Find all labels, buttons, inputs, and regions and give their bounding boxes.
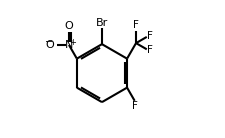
Text: F: F xyxy=(147,31,153,42)
Text: F: F xyxy=(133,20,138,30)
Text: Br: Br xyxy=(95,18,108,28)
Text: O: O xyxy=(64,21,73,31)
Text: N: N xyxy=(64,40,73,50)
Text: F: F xyxy=(147,45,153,55)
Text: +: + xyxy=(69,38,76,47)
Text: F: F xyxy=(131,101,137,111)
Text: O: O xyxy=(45,40,54,50)
Text: −: − xyxy=(45,37,53,47)
